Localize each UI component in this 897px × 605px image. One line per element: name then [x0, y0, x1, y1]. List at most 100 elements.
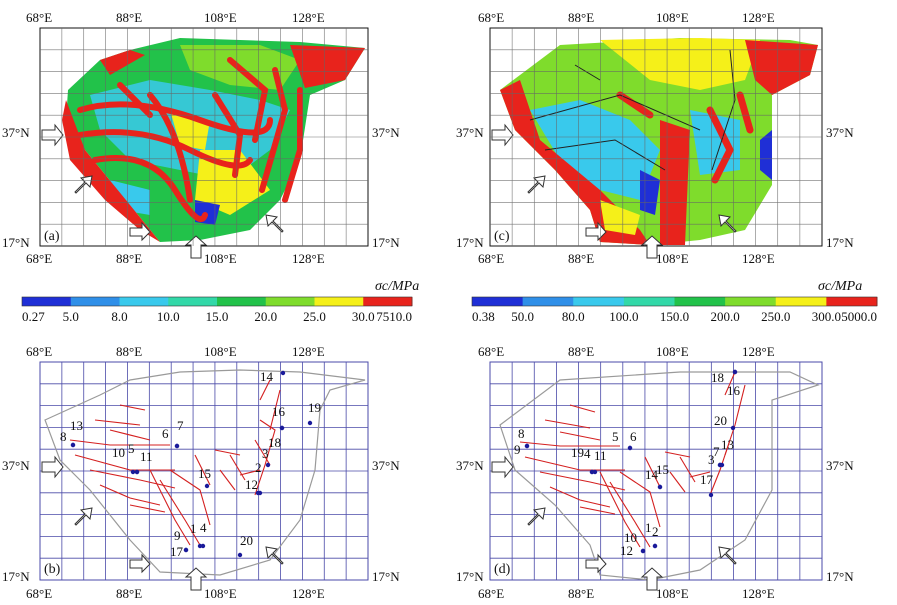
colorbar-tick-label: 100.0 [609, 309, 638, 324]
y-tick-label: 37°N [2, 125, 30, 140]
colorbar-left: σc/MPa 0.27 5.0 8.0 10.0 15.0 20.0 25.0 30.0 751… [21, 279, 419, 324]
x-tick-label: 108°E [656, 251, 689, 266]
x-tick-label: 88°E [568, 586, 594, 601]
x-tick-label: 88°E [568, 251, 594, 266]
fault-number: 1 [190, 521, 197, 536]
x-tick-label: 88°E [568, 10, 594, 25]
panel-label: (d) [494, 562, 511, 577]
x-tick-label: 128°E [292, 251, 325, 266]
fault-point [732, 369, 738, 375]
fault-number: 10 [624, 530, 637, 545]
fault-number: 4 [200, 520, 207, 535]
fault-number: 18 [711, 370, 724, 385]
x-tick-label: 108°E [656, 344, 689, 359]
fault-number: 19 [308, 400, 321, 415]
arrow-icon [491, 455, 514, 479]
arrow-icon [491, 123, 514, 147]
panel-label: (a) [44, 229, 60, 244]
colorbar-cell [314, 297, 364, 306]
arrow-icon [41, 123, 64, 147]
arrow-icon [527, 175, 546, 194]
x-tick-label: 128°E [292, 344, 325, 359]
x-tick-label: 68°E [26, 10, 52, 25]
x-tick-label: 108°E [204, 344, 237, 359]
y-tick-label: 37°N [372, 458, 400, 473]
fault-number: 8 [60, 429, 67, 444]
panel-c-stress-field [500, 38, 818, 245]
fault-number: 13 [721, 437, 734, 452]
arrow-icon [527, 507, 546, 526]
x-tick-label: 108°E [204, 10, 237, 25]
y-tick-label: 37°N [456, 458, 484, 473]
colorbar-tick-label: 10.0 [157, 309, 180, 324]
fault-number: 20 [240, 533, 253, 548]
colorbar-cell [70, 297, 120, 306]
fault-number: 16 [727, 383, 741, 398]
fault-point [134, 469, 140, 475]
colorbar-tick-label: 7510.0 [376, 309, 412, 324]
colorbar-right: σc/MPa 0.38 50.0 80.0 100.0 150.0 200.0 250.0 3… [471, 279, 878, 324]
colorbar-cell [826, 297, 878, 306]
fault-point [200, 543, 206, 549]
arrow-icon [585, 221, 607, 242]
x-tick-label: 68°E [478, 586, 504, 601]
colorbar-cell [217, 297, 267, 306]
panel-label: (c) [494, 229, 510, 244]
fault-number: 5 [612, 429, 619, 444]
fault-number: 2 [652, 524, 659, 539]
x-tick-label: 88°E [116, 251, 142, 266]
fault-points [70, 370, 313, 558]
fault-number: 14 [645, 467, 659, 482]
y-tick-label: 17°N [372, 569, 400, 584]
fault-number: 5 [128, 441, 135, 456]
colorbar-cell [573, 297, 625, 306]
y-tick-label: 37°N [826, 125, 854, 140]
y-tick-label: 37°N [2, 458, 30, 473]
fault-number: 18 [268, 435, 281, 450]
panel-c: (c) 68°E 88°E 108°E 128°E 68°E 88°E 108°… [456, 10, 854, 266]
fault-number: 10 [112, 445, 125, 460]
colorbar-cell [623, 297, 675, 306]
fault-number: 15 [656, 462, 669, 477]
fault-number: 17 [700, 472, 714, 487]
arrow-icon [129, 553, 151, 574]
arrow-icon [74, 507, 93, 526]
fault-number: 12 [620, 543, 633, 558]
fault-point [255, 490, 261, 496]
x-tick-label: 108°E [656, 10, 689, 25]
fault-number: 3 [708, 452, 715, 467]
arrow-icon [265, 546, 284, 565]
fault-number: 11 [140, 449, 153, 464]
y-tick-label: 17°N [2, 235, 30, 250]
y-tick-label: 17°N [2, 569, 30, 584]
fault-point [204, 483, 210, 489]
fault-point [640, 548, 646, 554]
fault-lines [519, 371, 746, 548]
fault-number: 13 [70, 418, 83, 433]
fault-number: 4 [584, 446, 591, 461]
fault-point [265, 462, 271, 468]
colorbar-unit: σc/MPa [375, 279, 419, 294]
fault-number: 19 [571, 445, 584, 460]
colorbar-tick-label: 0.38 [472, 309, 495, 324]
colorbar-tick-label: 300.0 [812, 309, 841, 324]
fault-point [307, 420, 313, 426]
x-tick-label: 128°E [742, 10, 775, 25]
fault-number: 14 [260, 369, 274, 384]
fault-point [719, 462, 725, 468]
panel-label: (b) [44, 562, 61, 577]
x-tick-label: 128°E [292, 10, 325, 25]
colorbar-cell [522, 297, 574, 306]
arrow-icon [265, 214, 284, 233]
fault-point [627, 445, 633, 451]
colorbar-cell [472, 297, 524, 306]
arrow-icon [41, 455, 64, 479]
fault-point [652, 543, 658, 549]
fault-number: 8 [518, 426, 525, 441]
y-tick-label: 17°N [456, 235, 484, 250]
colorbar-cell [363, 297, 413, 306]
colorbar-cell [119, 297, 169, 306]
